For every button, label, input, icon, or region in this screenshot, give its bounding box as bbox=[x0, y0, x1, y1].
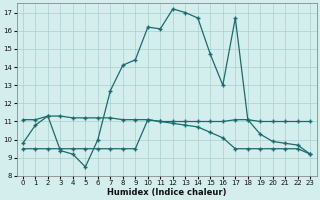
X-axis label: Humidex (Indice chaleur): Humidex (Indice chaleur) bbox=[107, 188, 226, 197]
